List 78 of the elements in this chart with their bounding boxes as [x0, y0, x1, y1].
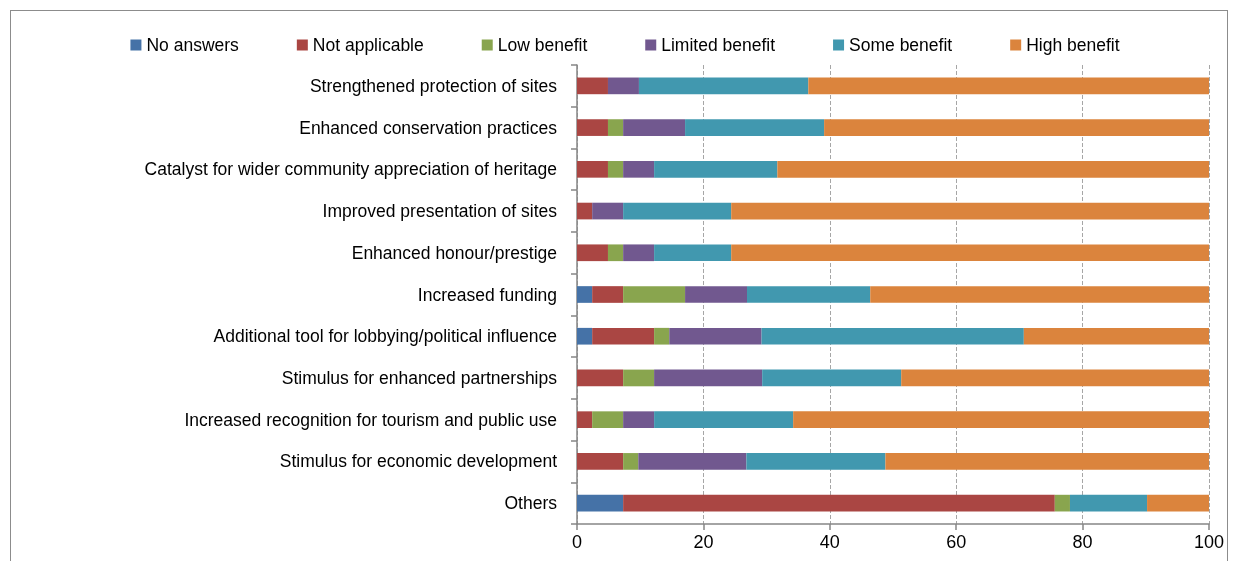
bar [870, 286, 1209, 303]
bar [592, 286, 624, 303]
bar [607, 160, 624, 178]
x-tick-label: 100 [1193, 532, 1225, 552]
bar [654, 369, 763, 387]
bar [1069, 494, 1148, 512]
y-tick-label: Catalyst for wider community appreciation of heritage [144, 159, 557, 180]
bar [623, 286, 686, 303]
bar [577, 369, 624, 387]
bar [654, 411, 794, 429]
legend-label: Low benefit [497, 35, 588, 55]
x-tick-label: 60 [946, 532, 967, 552]
bar [654, 327, 670, 345]
bar [1147, 494, 1209, 512]
y-tick-label: Additional tool for lobbying/political influence [213, 326, 557, 347]
bar [577, 286, 593, 303]
bar [824, 119, 1209, 136]
bar [901, 369, 1209, 387]
bar [607, 77, 639, 95]
bar [808, 77, 1209, 95]
bar [623, 411, 655, 429]
bar [592, 327, 655, 345]
bar [654, 244, 732, 262]
bar [577, 160, 608, 178]
legend-label: Not applicable [312, 35, 424, 55]
bar [577, 244, 608, 262]
bar [762, 369, 902, 387]
bar [623, 160, 655, 178]
bar [577, 119, 608, 136]
bar [607, 244, 624, 262]
legend-label: High benefit [1026, 35, 1120, 55]
legend-label: Some benefit [849, 35, 953, 55]
bar [577, 77, 608, 95]
bar [607, 119, 624, 136]
bar [623, 453, 639, 470]
legend-label: Limited benefit [661, 35, 776, 55]
x-tick-label: 40 [819, 532, 840, 552]
bar [623, 119, 686, 136]
bar [746, 453, 886, 470]
x-tick-label: 80 [1072, 532, 1093, 552]
bar [747, 286, 871, 303]
y-tick-label: Strengthened protection of sites [309, 75, 558, 96]
bar [592, 411, 624, 429]
bar [1054, 494, 1070, 512]
y-tick-label: Enhanced conservation practices [299, 117, 558, 138]
y-tick-label: Enhanced honour/prestige [351, 242, 557, 263]
x-tick-label: 0 [571, 532, 583, 552]
y-tick-label: Others [504, 493, 558, 514]
bar [623, 494, 1055, 512]
y-tick-label: Increased funding [417, 284, 557, 305]
bar [577, 494, 624, 512]
bar [793, 411, 1209, 429]
bar [731, 202, 1209, 220]
y-tick-label: Stimulus for enhanced partnerships [281, 367, 558, 388]
bar [577, 202, 593, 220]
bar [731, 244, 1209, 262]
y-tick-label: Improved presentation of sites [322, 201, 558, 222]
x-tick-label: 20 [693, 532, 714, 552]
bar [761, 327, 1024, 345]
bar [592, 202, 624, 220]
bar [623, 369, 655, 387]
bar [685, 119, 825, 136]
bar [669, 327, 762, 345]
bar [654, 160, 778, 178]
legend-label: No answers [146, 35, 240, 55]
bar [685, 286, 748, 303]
bar [623, 202, 732, 220]
bar [885, 453, 1209, 470]
y-tick-label: Increased recognition for tourism and public use [184, 409, 557, 430]
y-tick-label: Stimulus for economic development [279, 451, 558, 472]
bar [577, 453, 624, 470]
bar [577, 411, 593, 429]
bar [623, 244, 655, 262]
bar [577, 327, 593, 345]
bar [777, 160, 1209, 178]
bar [638, 77, 809, 95]
bar [1023, 327, 1209, 345]
bar [638, 453, 747, 470]
